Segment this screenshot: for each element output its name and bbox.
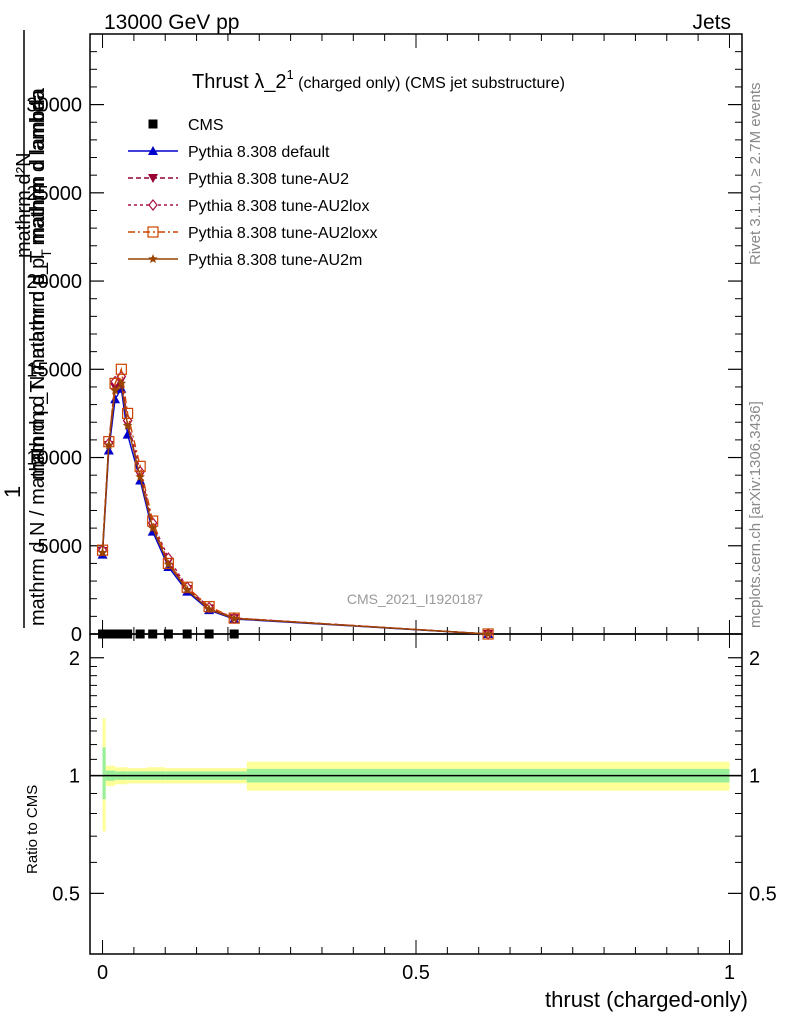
series-point-0-2 — [110, 394, 121, 404]
plot-title-sup: 1 — [286, 67, 293, 82]
legend-marker-1 — [148, 146, 158, 155]
header-left: 13000 GeV pp — [104, 11, 239, 34]
legend-marker-3 — [148, 199, 158, 211]
analysis-watermark: CMS_2021_I1920187 — [347, 591, 483, 607]
xtick-label-2: 1 — [724, 962, 735, 984]
series-point-3-8 — [181, 581, 193, 593]
series-point-4-9 — [204, 604, 214, 614]
cms-point-5 — [135, 629, 145, 639]
ratio-ytick-label-left-1: 1 — [69, 766, 80, 788]
legend-marker-2 — [148, 174, 158, 183]
cms-point-3 — [116, 629, 126, 639]
main-ytick-label-5: 25000 — [26, 183, 82, 205]
legend-label-0: CMS — [188, 117, 224, 134]
ratio-ytick-label-left-0: 0.5 — [52, 883, 80, 905]
series-point-3-3 — [115, 363, 127, 375]
main-ytick-label-6: 30000 — [26, 95, 82, 117]
series-point-4-2 — [110, 385, 120, 395]
series-point-3-7 — [162, 557, 174, 570]
legend: CMS Pythia 8.308 default Pythia 8.308 tune… — [128, 117, 377, 269]
cms-point-7 — [163, 629, 173, 639]
ylabel-ratio: Ratio to CMS — [24, 785, 41, 874]
ylabel-frac-top: mathrm d N / mathrm d pT mathrm d lambda — [27, 87, 54, 480]
ylabel-one: 1 — [0, 486, 25, 498]
series-lines — [96, 363, 494, 640]
ylabel-denominator: mathrm d N / mathrm d p_T mathrm d p_T m… — [27, 89, 49, 626]
main-axis-ticks: 0 5000 10000 15000 20000 25000 30000 — [26, 33, 742, 646]
ratio-ytick-label-right-1: 1 — [749, 766, 760, 788]
xtick-label-0: 0 — [97, 962, 108, 984]
ylabel-frac-rest: mathrm d lambda — [27, 87, 49, 249]
ylabel-frac-top-text: mathrm d N / mathrm d p — [27, 258, 49, 480]
series-point-4-10 — [229, 613, 239, 623]
xlabel: thrust (charged-only) — [545, 987, 748, 1012]
main-ytick-label-4: 20000 — [26, 271, 82, 293]
ratio-stat-band-0 — [102, 747, 106, 800]
ratio-ytick-label-right-0: 0.5 — [749, 883, 777, 905]
legend-label-5: Pythia 8.308 tune-AU2m — [188, 252, 362, 269]
main-ytick-label-0: 0 — [71, 624, 82, 646]
series-point-4-4 — [122, 420, 133, 430]
mcplots-label: mcplots.cern.ch [arXiv:1306.3436] — [747, 401, 764, 628]
legend-label-1: Pythia 8.308 default — [188, 144, 330, 161]
legend-marker-0 — [148, 119, 158, 129]
legend-marker-5 — [148, 254, 158, 263]
series-point-3-5 — [134, 460, 146, 472]
main-ytick-label-3: 15000 — [26, 359, 82, 381]
main-ytick-label-1: 5000 — [38, 536, 83, 558]
series-point-4-11 — [483, 629, 493, 638]
plot-title-main: Thrust λ_2 — [192, 71, 286, 93]
cms-point-6 — [148, 629, 158, 639]
cms-point-4 — [123, 629, 133, 639]
legend-label-2: Pythia 8.308 tune-AU2 — [188, 171, 349, 188]
series-point-4-8 — [182, 584, 192, 594]
plot-title: Thrust λ_21 (charged only) (CMS jet subs… — [192, 67, 565, 93]
series-point-3-4 — [122, 407, 134, 420]
series-point-4-6 — [147, 523, 158, 533]
ylabel-main: mathrm d²N 1 mathrm d N / mathrm d pT ma… — [0, 30, 54, 628]
series-point-4-3 — [116, 378, 127, 388]
series-point-3-9 — [203, 601, 215, 613]
series-line-4 — [101, 381, 489, 635]
series-point-4-0 — [97, 547, 108, 557]
cms-point-0 — [98, 629, 108, 639]
series-point-4-7 — [163, 559, 174, 569]
rivet-label: Rivet 3.1.10, ≥ 2.7M events — [747, 83, 764, 266]
series-point-4-1 — [104, 440, 114, 450]
cms-point-1 — [104, 629, 114, 639]
plot-title-sub: (charged only) (CMS jet substructure) — [294, 75, 565, 92]
ratio-ytick-label-left-2: 2 — [69, 648, 80, 670]
x-axis-ticks: 0 0.5 1 — [97, 34, 735, 984]
ratio-ytick-label-right-2: 2 — [749, 648, 760, 670]
legend-label-3: Pythia 8.308 tune-AU2lox — [188, 198, 369, 215]
series-point-4-5 — [135, 471, 145, 481]
cms-point-2 — [110, 629, 120, 639]
cms-point-8 — [182, 629, 192, 639]
legend-label-4: Pythia 8.308 tune-AU2loxx — [188, 225, 377, 242]
header-right: Jets — [692, 11, 731, 34]
ratio-panel-frame — [89, 633, 743, 955]
cms-point-10 — [229, 629, 239, 639]
main-ytick-label-2: 10000 — [26, 448, 82, 470]
cms-point-9 — [204, 629, 214, 639]
ylabel-frac-sub: T — [38, 249, 54, 258]
cms-data-points — [98, 629, 239, 639]
xtick-label-1: 0.5 — [402, 962, 430, 984]
legend-marker-4 — [147, 226, 159, 238]
